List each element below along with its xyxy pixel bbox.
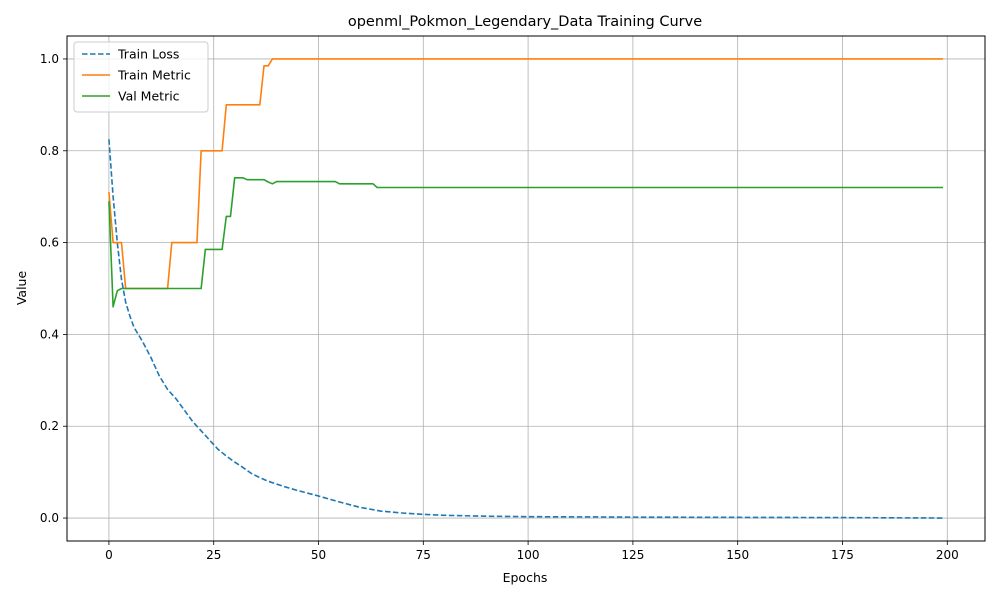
y-tick-label: 0.0 [40, 511, 59, 525]
legend-label: Train Metric [117, 68, 191, 83]
x-tick-label: 200 [936, 548, 959, 562]
y-tick-label: 0.2 [40, 419, 59, 433]
chart-title: openml_Pokmon_Legendary_Data Training Cu… [348, 14, 702, 30]
series-line-val-metric [108, 177, 944, 308]
x-tick-label: 125 [621, 548, 644, 562]
legend-box [73, 41, 209, 113]
x-tick-label: 150 [726, 548, 749, 562]
x-tick-label: 175 [831, 548, 854, 562]
plot-area-frame [66, 35, 986, 542]
legend-label: Val Metric [118, 89, 180, 104]
y-tick-label: 0.4 [40, 327, 59, 341]
series-line-train-loss [108, 139, 944, 519]
x-tick-label: 0 [105, 548, 113, 562]
y-tick-label: 0.8 [40, 144, 59, 158]
legend-label: Train Loss [117, 47, 179, 62]
legend: Train Loss Train Metric Val Metric [73, 41, 209, 113]
y-axis-label: Value [14, 271, 29, 306]
x-tick-label: 50 [311, 548, 326, 562]
series-layer [108, 58, 944, 519]
series-line-train-metric [108, 58, 944, 290]
x-tick-label: 25 [206, 548, 221, 562]
x-axis-ticks: 0 25 50 75 100 125 150 175 200 [105, 541, 959, 562]
y-tick-label: 1.0 [40, 52, 59, 66]
y-tick-label: 0.6 [40, 236, 59, 250]
x-tick-label: 100 [517, 548, 540, 562]
x-axis-label: Epochs [503, 570, 548, 585]
y-axis-ticks: 0.0 0.2 0.4 0.6 0.8 1.0 [40, 52, 67, 525]
x-tick-label: 75 [416, 548, 431, 562]
